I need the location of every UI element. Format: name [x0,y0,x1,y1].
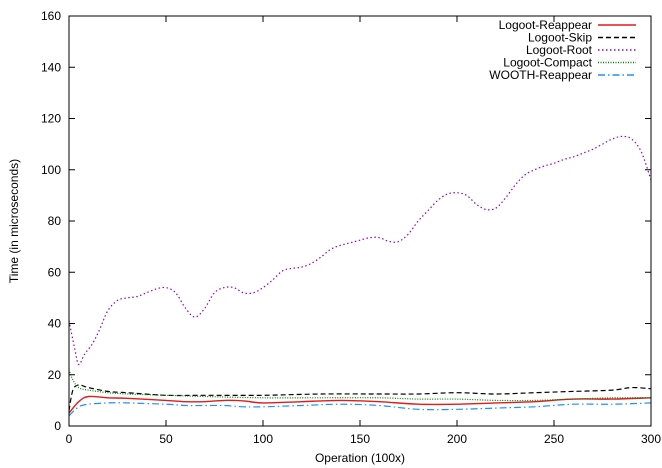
series-line-logoot-skip [68,384,652,411]
legend: Logoot-ReappearLogoot-SkipLogoot-RootLog… [489,18,636,82]
legend-label-logoot-skip: Logoot-Skip [528,31,592,45]
axis-tick-labels: 0 50 100 150 200 250 300 0 20 40 60 80 100 120 140 160 [41,9,661,446]
y-tick-label: 60 [48,265,62,279]
y-tick-label: 0 [54,419,61,433]
y-tick-label: 120 [41,112,61,126]
x-tick-label: 200 [447,432,467,446]
y-tick-label: 80 [48,214,62,228]
x-axis-label: Operation (100x) [315,451,405,465]
x-tick-label: 250 [544,432,564,446]
series-line-logoot-root [68,135,652,366]
y-tick-label: 140 [41,60,61,74]
series-line-wooth-reappear [68,402,652,417]
x-tick-label: 0 [66,432,73,446]
x-tick-label: 300 [641,432,661,446]
y-axis-label: Time (in microseconds) [7,159,21,283]
y-tick-label: 40 [48,317,62,331]
axis-ticks [68,15,652,427]
x-tick-label: 150 [350,432,370,446]
x-tick-label: 50 [159,432,173,446]
legend-label-logoot-root: Logoot-Root [526,43,593,57]
y-tick-label: 20 [48,368,62,382]
y-tick-label: 100 [41,163,61,177]
legend-label-wooth-reappear: WOOTH-Reappear [489,68,592,82]
plot-lines [68,135,652,417]
legend-label-logoot-reappear: Logoot-Reappear [499,18,592,32]
y-tick-label: 160 [41,9,61,23]
series-line-logoot-reappear [68,395,652,414]
series-line-logoot-compact [68,369,652,402]
legend-label-logoot-compact: Logoot-Compact [503,56,592,70]
x-tick-label: 100 [253,432,273,446]
